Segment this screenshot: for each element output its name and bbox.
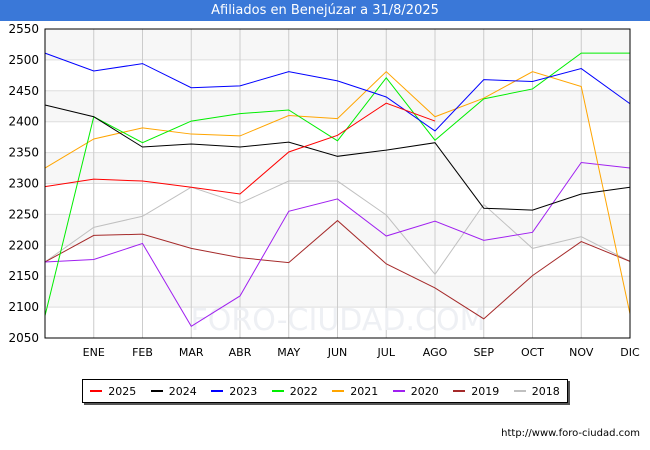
legend-swatch — [453, 390, 466, 392]
chart-title: Afiliados en Benejúzar a 31/8/2025 — [0, 0, 650, 21]
y-tick-label: 2500 — [8, 53, 39, 67]
legend-swatch — [211, 390, 224, 392]
x-tick-label: OCT — [521, 346, 544, 359]
legend-label: 2018 — [531, 384, 560, 398]
legend-item-2020: 2020 — [392, 384, 439, 398]
y-tick-label: 2250 — [8, 207, 39, 221]
legend-swatch — [150, 390, 163, 392]
x-tick-label: ENE — [83, 346, 105, 359]
legend-item-2021: 2021 — [332, 385, 378, 398]
legend-label: 2025 — [108, 384, 137, 398]
x-tick-label: JUN — [327, 346, 348, 359]
series-line-2021 — [44, 70, 631, 315]
legend-item-2019: 2019 — [453, 385, 499, 398]
y-tick-label: 2150 — [8, 269, 39, 283]
series-line-2024 — [44, 104, 631, 211]
x-tick-label: FEB — [132, 346, 153, 359]
series-line-2023 — [44, 52, 631, 132]
legend-item-2022: 2022 — [271, 384, 318, 398]
y-tick-label: 2450 — [8, 84, 39, 98]
legend-swatch — [332, 390, 345, 392]
watermark: FORO-CIUDAD.COM — [191, 303, 486, 338]
series-line-2020 — [44, 161, 631, 327]
legend-item-2023: 2023 — [211, 385, 257, 398]
series-line-2019 — [44, 219, 631, 320]
y-tick-label: 2050 — [8, 331, 39, 345]
legend-swatch — [271, 390, 284, 392]
x-tick-label: DIC — [620, 346, 640, 359]
legend-item-2024: 2024 — [150, 384, 197, 398]
x-tick-label: JUL — [377, 346, 396, 359]
legend-label: 2019 — [471, 384, 500, 398]
legend-swatch — [392, 390, 405, 392]
series-line-2018 — [44, 180, 631, 276]
legend-item-2018: 2018 — [513, 384, 560, 398]
legend-swatch — [90, 390, 103, 392]
y-tick-label: 2350 — [8, 146, 39, 160]
y-tick-label: 2100 — [8, 300, 39, 314]
x-tick-label: AGO — [423, 346, 448, 359]
legend-label: 2022 — [289, 384, 318, 398]
source-url[interactable]: http://www.foro-ciudad.com — [501, 428, 640, 439]
plot-border — [44, 28, 631, 339]
y-tick-label: 2550 — [8, 22, 39, 36]
legend: 2025 2024 2023 2022 2021 2020 2019 2018 — [82, 379, 568, 403]
x-tick-label: SEP — [473, 346, 494, 359]
x-tick-label: MAR — [179, 346, 204, 359]
series-line-2022 — [44, 52, 630, 316]
x-tick-label: MAY — [277, 346, 300, 359]
y-tick-label: 2300 — [8, 177, 39, 191]
legend-label: 2023 — [229, 384, 258, 398]
series-line-2025 — [44, 102, 436, 195]
x-tick-label: ABR — [229, 346, 252, 359]
legend-item-2025: 2025 — [90, 385, 136, 398]
y-tick-label: 2400 — [8, 115, 39, 129]
legend-swatch — [513, 390, 526, 392]
legend-label: 2024 — [168, 384, 197, 398]
x-tick-label: NOV — [569, 346, 594, 359]
legend-label: 2020 — [410, 384, 439, 398]
y-tick-label: 2200 — [8, 238, 39, 252]
legend-label: 2021 — [350, 384, 379, 398]
